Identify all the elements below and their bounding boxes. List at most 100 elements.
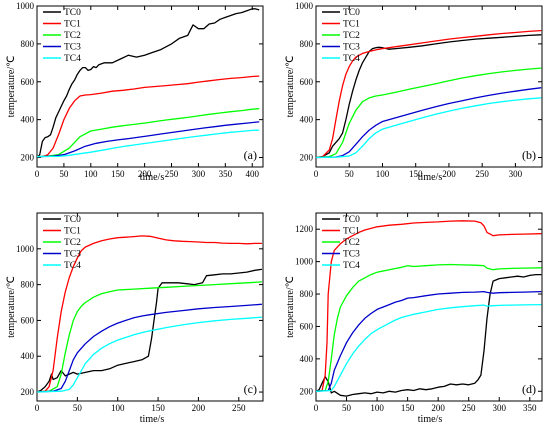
y-tick-label: 200 — [21, 153, 35, 163]
panel-label: (c) — [244, 382, 257, 396]
series-group — [37, 8, 260, 159]
series-line-tc2 — [37, 108, 260, 158]
x-tick-label: 250 — [462, 403, 476, 413]
series-line-tc2 — [316, 67, 542, 159]
series-line-tc0 — [316, 34, 542, 159]
legend-label-tc1: TC1 — [343, 20, 360, 30]
y-tick-label: 600 — [21, 315, 35, 325]
legend-label-tc1: TC1 — [343, 227, 360, 237]
x-tick-label: 0 — [314, 169, 319, 179]
y-tick-label: 600 — [300, 321, 314, 331]
y-tick-label: 400 — [21, 115, 35, 125]
x-tick-label: 50 — [59, 169, 69, 179]
y-tick-label: 1200 — [295, 224, 314, 234]
chart-panel-3: 0 50 100 150 200 250 200 400 600 800 1000 time/s tem… — [6, 212, 264, 425]
legend-label-tc2: TC2 — [64, 31, 81, 41]
x-tick-label: 400 — [245, 169, 259, 179]
y-axis-title: temperature/℃ — [285, 276, 296, 338]
panel-label: (a) — [244, 148, 257, 162]
panel-label: (b) — [522, 148, 536, 162]
y-tick-label: 400 — [300, 115, 314, 125]
legend-label-tc2: TC2 — [343, 238, 360, 248]
x-tick-label: 150 — [409, 169, 423, 179]
y-tick-label: 200 — [300, 386, 314, 396]
plot-frame — [36, 212, 264, 402]
series-line-tc1 — [316, 220, 542, 392]
series-line-tc4 — [316, 97, 542, 159]
y-tick-label: 800 — [21, 280, 35, 290]
y-tick-label: 1000 — [16, 1, 35, 11]
legend-label-tc3: TC3 — [343, 250, 360, 260]
chart-panel-1: 0 50 100 150 200 250 300 350 400 200 400 600 800 1000… — [6, 1, 264, 183]
plot-frame — [315, 5, 543, 168]
legend-label-tc3: TC3 — [64, 250, 81, 260]
y-tick-label: 600 — [300, 77, 314, 87]
x-tick-label: 0 — [35, 403, 40, 413]
x-tick-label: 50 — [342, 403, 352, 413]
legend-label-tc0: TC0 — [64, 8, 81, 18]
series-line-tc0 — [37, 268, 263, 393]
x-tick-label: 200 — [431, 403, 445, 413]
series-line-tc1 — [37, 235, 263, 393]
x-tick-label: 200 — [138, 169, 152, 179]
y-tick-label: 1000 — [295, 1, 314, 11]
x-tick-label: 300 — [492, 403, 506, 413]
x-tick-label: 0 — [314, 403, 319, 413]
x-tick-label: 50 — [73, 403, 83, 413]
legend-label-tc0: TC0 — [343, 8, 360, 18]
series-line-tc3 — [316, 87, 542, 159]
x-tick-label: 150 — [401, 403, 415, 413]
y-axis-title: temperature/℃ — [6, 56, 17, 118]
legend-label-tc2: TC2 — [64, 238, 81, 248]
y-tick-label: 800 — [300, 289, 314, 299]
x-axis-title: time/s — [418, 414, 443, 425]
x-tick-label: 50 — [345, 169, 355, 179]
series-line-tc0 — [316, 273, 542, 397]
series-group — [316, 220, 542, 397]
plot-frame — [36, 5, 264, 168]
y-tick-label: 400 — [21, 351, 35, 361]
x-axis-title: time/s — [140, 172, 165, 183]
y-tick-label: 200 — [21, 387, 35, 397]
legend-label-tc3: TC3 — [64, 43, 81, 53]
plot-frame — [315, 212, 543, 402]
panel-label: (d) — [522, 382, 536, 396]
y-tick-label: 800 — [300, 39, 314, 49]
x-tick-label: 200 — [442, 169, 456, 179]
x-tick-label: 100 — [370, 403, 384, 413]
series-line-tc1 — [316, 29, 542, 159]
series-line-tc3 — [37, 303, 263, 393]
series-line-tc4 — [37, 129, 260, 158]
x-axis-title: time/s — [418, 172, 443, 183]
series-line-tc3 — [37, 121, 260, 158]
y-axis-title: temperature/℃ — [6, 276, 17, 338]
legend-label-tc4: TC4 — [64, 261, 81, 271]
chart-panel-4: 0 50 100 150 200 250 300 350 200 400 600 800 1000 120… — [285, 212, 543, 425]
legend-label-tc0: TC0 — [64, 215, 81, 225]
legend-label-tc2: TC2 — [343, 31, 360, 41]
x-tick-label: 100 — [376, 169, 390, 179]
chart-panel-2: 0 50 100 150 200 250 300 200 400 600 800 1000 time/s… — [285, 1, 543, 183]
x-tick-label: 100 — [111, 403, 125, 413]
series-line-tc2 — [316, 263, 542, 392]
legend-label-tc4: TC4 — [343, 261, 360, 271]
legend-label-tc4: TC4 — [343, 54, 360, 64]
x-tick-label: 350 — [219, 169, 233, 179]
y-tick-label: 1000 — [16, 244, 35, 254]
series-group — [316, 29, 542, 159]
x-axis-title: time/s — [140, 414, 165, 425]
x-tick-label: 250 — [475, 169, 489, 179]
y-tick-label: 600 — [21, 77, 35, 87]
x-tick-label: 200 — [192, 403, 206, 413]
series-line-tc1 — [37, 75, 260, 158]
x-tick-label: 150 — [111, 169, 125, 179]
series-line-tc4 — [316, 303, 542, 392]
y-tick-label: 800 — [21, 39, 35, 49]
x-tick-label: 250 — [165, 169, 179, 179]
x-tick-label: 300 — [192, 169, 206, 179]
series-line-tc2 — [37, 281, 263, 393]
y-axis-title: temperature/℃ — [285, 56, 296, 118]
y-tick-label: 1000 — [295, 257, 314, 267]
legend-label-tc1: TC1 — [64, 20, 81, 30]
